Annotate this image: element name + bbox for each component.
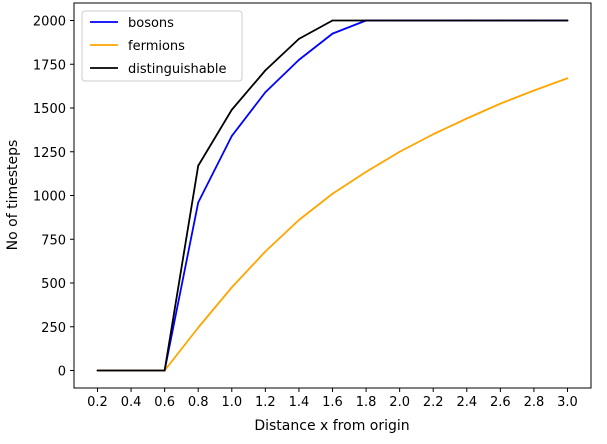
data-point-bosons bbox=[264, 91, 267, 94]
data-point-bosons bbox=[197, 201, 200, 204]
data-point-fermions bbox=[432, 133, 435, 136]
legend-label-bosons: bosons bbox=[128, 16, 174, 31]
y-tick-label: 250 bbox=[41, 321, 66, 336]
x-tick-label: 2.0 bbox=[389, 395, 410, 410]
data-point-distinguishable bbox=[566, 19, 569, 22]
data-point-bosons bbox=[230, 135, 233, 137]
data-point-fermions bbox=[365, 170, 367, 173]
x-tick-label: 0.8 bbox=[188, 395, 209, 410]
x-axis-label: Distance x from origin bbox=[254, 418, 409, 434]
x-tick-label: 1.4 bbox=[289, 395, 310, 410]
x-tick-label: 2.6 bbox=[490, 395, 511, 410]
data-point-distinguishable bbox=[96, 369, 99, 372]
legend-label-distinguishable: distinguishable bbox=[128, 62, 227, 77]
data-point-fermions bbox=[298, 219, 300, 221]
data-point-fermions bbox=[566, 77, 569, 80]
data-point-distinguishable bbox=[432, 19, 435, 22]
x-tick-label: 2.8 bbox=[524, 395, 545, 410]
x-tick-label: 2.4 bbox=[456, 395, 477, 410]
legend-label-fermions: fermions bbox=[128, 39, 185, 54]
y-tick-label: 1250 bbox=[33, 146, 66, 161]
data-point-fermions bbox=[398, 150, 401, 153]
data-point-distinguishable bbox=[298, 37, 300, 40]
x-tick-label: 1.2 bbox=[255, 395, 276, 410]
data-point-distinguishable bbox=[130, 369, 132, 372]
data-point-distinguishable bbox=[365, 19, 367, 22]
data-point-fermions bbox=[264, 250, 267, 253]
data-point-distinguishable bbox=[264, 69, 267, 72]
data-point-bosons bbox=[331, 32, 334, 35]
y-tick-label: 500 bbox=[41, 277, 66, 292]
y-tick-label: 1000 bbox=[33, 190, 66, 205]
x-tick-label: 2.2 bbox=[423, 395, 444, 410]
x-tick-label: 1.8 bbox=[356, 395, 377, 410]
y-tick-label: 1500 bbox=[33, 102, 66, 117]
data-point-fermions bbox=[331, 192, 334, 195]
x-tick-label: 1.6 bbox=[322, 395, 343, 410]
data-point-distinguishable bbox=[465, 19, 468, 22]
data-point-distinguishable bbox=[533, 19, 535, 22]
y-tick-label: 750 bbox=[41, 233, 66, 248]
y-tick-label: 0 bbox=[58, 365, 66, 380]
legend-box bbox=[81, 10, 243, 82]
data-point-distinguishable bbox=[499, 19, 502, 22]
data-point-fermions bbox=[533, 89, 535, 92]
x-tick-label: 3.0 bbox=[557, 395, 578, 410]
data-point-bosons bbox=[298, 58, 300, 61]
data-point-fermions bbox=[230, 286, 233, 289]
y-tick-label: 2000 bbox=[33, 15, 66, 30]
data-point-distinguishable bbox=[331, 19, 334, 22]
legend: bosons fermions distinguishable bbox=[81, 10, 243, 82]
ticks-layer: 0.2 0.4 0.6 0.8 1.0 1.2 1.4 1.6 1.8 2.0 2.2 2.4 2.6 2… bbox=[33, 15, 578, 411]
data-point-distinguishable bbox=[197, 164, 200, 167]
y-axis-label: No of timesteps bbox=[5, 140, 21, 251]
data-point-fermions bbox=[499, 102, 502, 105]
data-point-distinguishable bbox=[163, 369, 166, 372]
series-layer bbox=[96, 19, 569, 372]
x-tick-label: 0.6 bbox=[154, 395, 175, 410]
data-point-fermions bbox=[465, 117, 468, 120]
x-tick-label: 1.0 bbox=[221, 395, 242, 410]
y-tick-label: 1750 bbox=[33, 58, 66, 73]
x-tick-label: 0.2 bbox=[87, 395, 108, 410]
data-point-distinguishable bbox=[230, 108, 233, 111]
data-point-distinguishable bbox=[398, 19, 401, 22]
data-point-fermions bbox=[197, 326, 200, 329]
plot-frame bbox=[73, 2, 592, 389]
legend-entries: bosons fermions distinguishable bbox=[90, 16, 227, 77]
x-tick-label: 0.4 bbox=[121, 395, 142, 410]
